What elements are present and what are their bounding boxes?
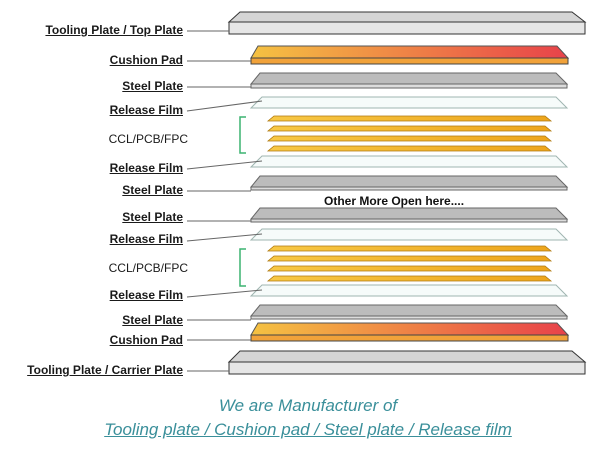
label-steel-plate-2: Steel Plate [122, 183, 183, 197]
ccl-sheet-1-3 [266, 145, 553, 152]
label-steel-plate-1: Steel Plate [122, 79, 183, 93]
label-ccl-pcb-fpc-1: CCL/PCB/FPC [108, 132, 188, 146]
leader-film-4 [186, 289, 263, 298]
middle-note: Other More Open here.... [324, 194, 465, 208]
steel-plate-2-edge [250, 186, 568, 191]
ccl-sheet-1-2 [266, 135, 553, 142]
label-ccl-pcb-fpc-2: CCL/PCB/FPC [108, 261, 188, 275]
steel-plate-1-face [249, 72, 569, 85]
cushion-pad-top-face [250, 45, 570, 59]
label-steel-plate-3: Steel Plate [122, 210, 183, 224]
release-film-4 [249, 284, 569, 297]
label-tooling-top-plate: Tooling Plate / Top Plate [45, 23, 183, 37]
release-film-2 [249, 155, 569, 168]
label-release-film-3: Release Film [109, 232, 183, 246]
ccl-sheet-2-0 [266, 245, 553, 252]
cushion-pad-bottom-edge [250, 334, 569, 342]
release-film-1 [249, 96, 569, 109]
ccl-sheet-2-1 [266, 255, 553, 262]
leader-film-3 [186, 233, 263, 242]
label-release-film-1: Release Film [109, 103, 183, 117]
label-cushion-pad-bottom: Cushion Pad [109, 333, 183, 347]
steel-plate-3-face [249, 207, 569, 220]
steel-plate-2-face [249, 175, 569, 188]
tooling-carrier-plate-face [227, 350, 587, 363]
label-tooling-carrier-plate: Tooling Plate / Carrier Plate [27, 363, 183, 377]
tooling-top-plate-edge [228, 21, 586, 35]
bracket-ccl-2 [239, 248, 246, 287]
label-cushion-pad-top: Cushion Pad [109, 53, 183, 67]
footer-line-1: We are Manufacturer of [218, 396, 398, 415]
steel-plate-4-face [249, 304, 569, 317]
release-film-3 [249, 228, 569, 241]
steel-plate-4-edge [250, 315, 568, 320]
label-release-film-4: Release Film [109, 288, 183, 302]
cushion-pad-top-edge [250, 57, 569, 65]
tooling-top-plate-face [227, 11, 587, 23]
label-release-film-2: Release Film [109, 161, 183, 175]
footer-line-2: Tooling plate / Cushion pad / Steel plat… [104, 420, 512, 439]
tooling-carrier-plate-edge [228, 361, 586, 375]
leader-film-1 [186, 100, 263, 112]
ccl-sheet-1-0 [266, 115, 553, 122]
steel-plate-1-edge [250, 83, 568, 89]
leader-film-2 [186, 160, 263, 170]
ccl-sheet-1-1 [266, 125, 553, 132]
steel-plate-3-edge [250, 218, 568, 223]
cushion-pad-bottom-face [250, 322, 570, 336]
bracket-ccl-1 [239, 116, 246, 154]
ccl-sheet-2-3 [266, 275, 553, 282]
label-steel-plate-4: Steel Plate [122, 313, 183, 327]
ccl-sheet-2-2 [266, 265, 553, 272]
